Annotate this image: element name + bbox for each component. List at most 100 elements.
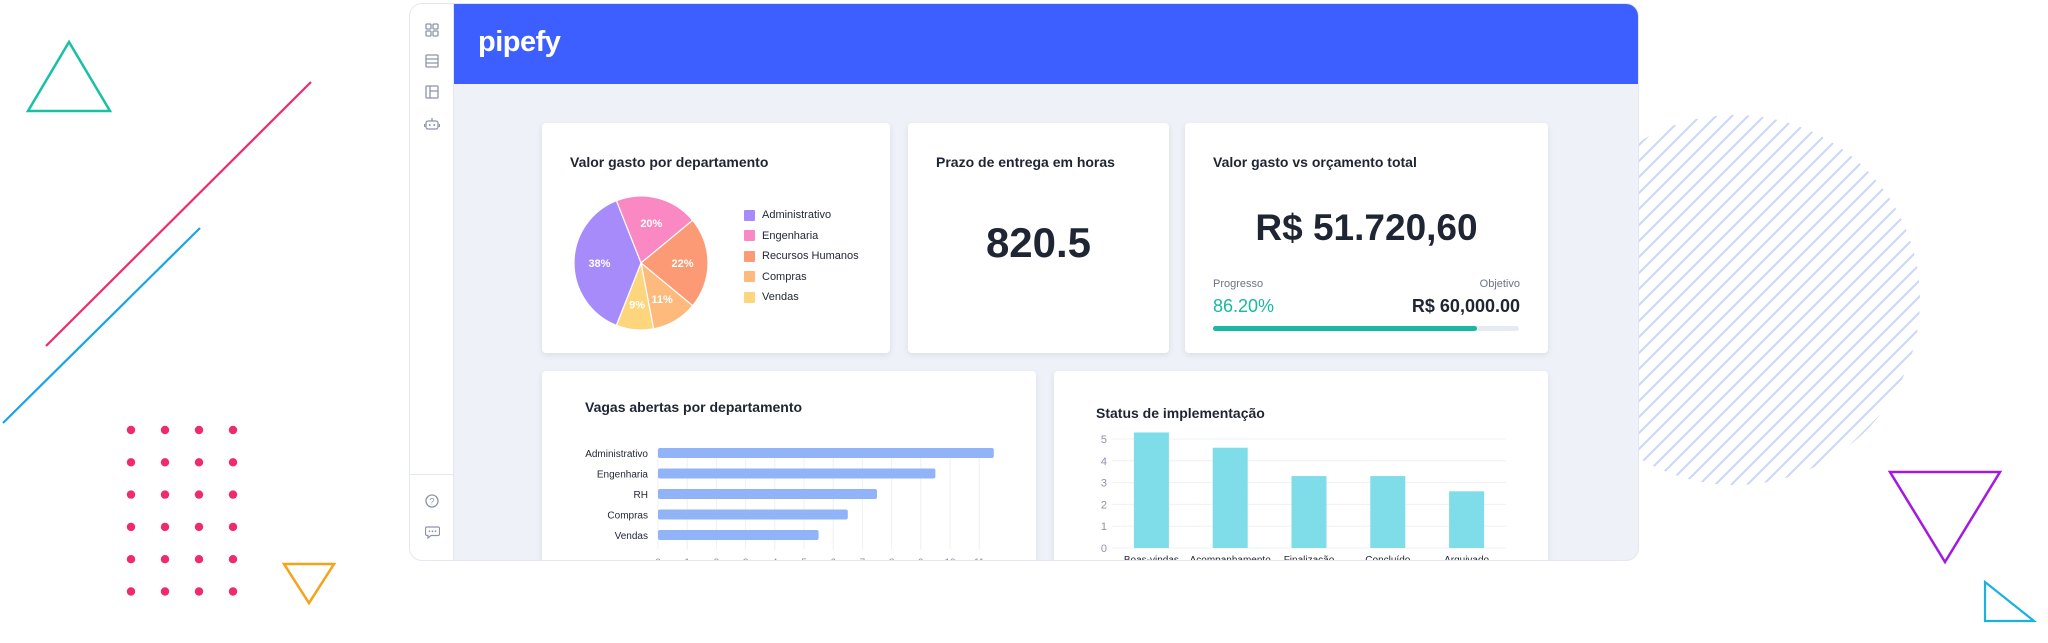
progress-percentage: 86.20% — [1213, 296, 1275, 316]
progress-fill — [1213, 326, 1477, 331]
x-tick-label: 7 — [860, 558, 866, 561]
legend-swatch — [744, 291, 755, 303]
decoration-stripe — [1619, 115, 1920, 485]
app-window: ? pipefy Valor gasto por departamento 20… — [410, 4, 1638, 560]
decoration-stripe — [1972, 100, 2048, 500]
pie-slice-label: 38% — [588, 258, 610, 270]
line-blue-decoration — [2, 227, 201, 424]
decoration-stripe — [1587, 115, 1920, 485]
decoration-dot — [228, 555, 238, 564]
category-label: Administrativo — [585, 449, 648, 460]
legend-item[interactable]: Vendas — [744, 287, 859, 308]
layout-icon[interactable] — [422, 82, 442, 102]
decoration-dot — [160, 555, 170, 564]
card-title: Valor gasto por departamento — [570, 154, 769, 170]
x-tick-label: 0 — [655, 558, 661, 561]
dot-grid-decoration — [126, 425, 238, 596]
progress-track — [1213, 326, 1519, 331]
delivery-hours-value: 820.5 — [985, 219, 1092, 266]
legend-label: Administrativo — [762, 209, 832, 222]
decoration-stripe — [1779, 115, 1920, 485]
decoration-stripe — [1859, 115, 1920, 485]
legend-swatch — [744, 230, 755, 242]
pie-slice[interactable] — [640, 219, 709, 307]
legend-label: Compras — [762, 270, 807, 283]
legend-item[interactable]: Engenharia — [744, 226, 859, 247]
decoration-stripe — [1550, 115, 1845, 485]
decoration-dot — [160, 587, 170, 596]
triangle-purple-decoration — [1887, 470, 2003, 565]
legend-item[interactable]: Recursos Humanos — [744, 246, 859, 267]
decoration-dot — [194, 490, 204, 499]
decoration-stripe — [1924, 100, 2048, 500]
bar[interactable] — [658, 468, 936, 479]
triangle-orange-decoration — [281, 562, 337, 606]
decoration-stripe — [2036, 100, 2048, 500]
vertical-bar-chart: 0 1 2 3 4 5 Boas-vindas Acompanhamento Finalizaç… — [1101, 432, 1506, 560]
pie-slice[interactable] — [573, 199, 642, 327]
decoration-dot — [194, 458, 204, 467]
decoration-stripe — [1763, 115, 1920, 485]
bar[interactable] — [1370, 476, 1406, 548]
category-label: Boas-vindas — [1124, 555, 1179, 560]
decoration-dot — [126, 425, 136, 435]
line-pink-decoration — [45, 81, 312, 347]
triangle-cyan-decoration — [1983, 579, 2038, 623]
legend-item[interactable]: Administrativo — [744, 205, 859, 226]
top-header: pipefy — [454, 4, 1638, 84]
y-tick-label: 3 — [1101, 478, 1107, 490]
pie-chart: 20% 22% 11% 9% 38% — [573, 195, 709, 331]
category-label: Engenharia — [597, 470, 649, 481]
decoration-dot — [160, 490, 170, 499]
legend-label: Vendas — [762, 291, 799, 304]
pie-slice-label: 11% — [651, 294, 673, 306]
decoration-dot — [228, 522, 238, 532]
bar[interactable] — [658, 509, 848, 520]
category-label: Compras — [607, 511, 648, 522]
card-implementation-status: Status de implementação 0 1 2 3 4 5 Boas-vinda… — [1054, 371, 1548, 560]
bar[interactable] — [658, 448, 994, 458]
legend-label: Engenharia — [762, 229, 819, 242]
bar[interactable] — [1449, 491, 1485, 548]
horizontal-bar-chart: 0 1 2 3 4 5 6 7 8 9 10 11 Administrativo Engenharia RH… — [585, 448, 994, 561]
legend-item[interactable]: Compras — [744, 267, 859, 288]
bar[interactable] — [1291, 476, 1327, 548]
bar[interactable] — [1212, 447, 1248, 548]
decoration-stripe — [1550, 115, 1749, 485]
card-budget: Valor gasto vs orçamento total R$ 51.720… — [1185, 123, 1548, 353]
card-title: Vagas abertas por departamento — [585, 399, 803, 415]
bar[interactable] — [658, 530, 819, 540]
y-tick-label: 2 — [1101, 499, 1107, 511]
x-tick-label: 5 — [801, 558, 807, 561]
decoration-stripe — [1875, 115, 1920, 485]
decoration-stripe — [1667, 115, 1920, 485]
robot-icon[interactable] — [422, 114, 442, 134]
decoration-stripe — [1956, 100, 2048, 500]
category-label: Concluído — [1365, 555, 1410, 560]
pie-slice-label: 20% — [640, 218, 662, 230]
x-tick-label: 6 — [830, 558, 836, 561]
triangle-teal-decoration — [25, 39, 113, 113]
chat-icon[interactable] — [422, 522, 442, 542]
decoration-dot — [160, 458, 170, 467]
bar[interactable] — [1133, 432, 1169, 548]
decoration-stripe — [1635, 115, 1920, 485]
table-icon[interactable] — [422, 51, 442, 71]
pipefy-logo[interactable]: pipefy — [478, 26, 561, 58]
goal-value: R$ 60,000.00 — [1411, 296, 1520, 316]
category-label: Arquivado — [1444, 555, 1489, 560]
x-tick-label: 10 — [944, 558, 956, 561]
decoration-stripe — [1699, 115, 1920, 485]
spent-value: R$ 51.720,60 — [1255, 207, 1478, 248]
decoration-dot — [228, 458, 238, 467]
help-icon[interactable]: ? — [422, 491, 442, 511]
grid-icon[interactable] — [422, 20, 442, 40]
y-tick-label: 5 — [1101, 434, 1107, 446]
category-label: Finalização — [1284, 555, 1335, 560]
bar[interactable] — [658, 489, 877, 499]
goal-label: Objetivo — [1479, 278, 1520, 290]
pie-slice[interactable] — [615, 195, 694, 264]
x-tick-label: 8 — [889, 558, 895, 561]
decoration-dot — [228, 587, 238, 596]
card-title: Valor gasto vs orçamento total — [1213, 154, 1417, 170]
